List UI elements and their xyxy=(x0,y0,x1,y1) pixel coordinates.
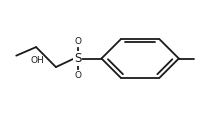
Text: S: S xyxy=(74,52,81,65)
Text: OH: OH xyxy=(30,56,44,65)
Text: O: O xyxy=(74,37,81,46)
Text: O: O xyxy=(74,71,81,80)
